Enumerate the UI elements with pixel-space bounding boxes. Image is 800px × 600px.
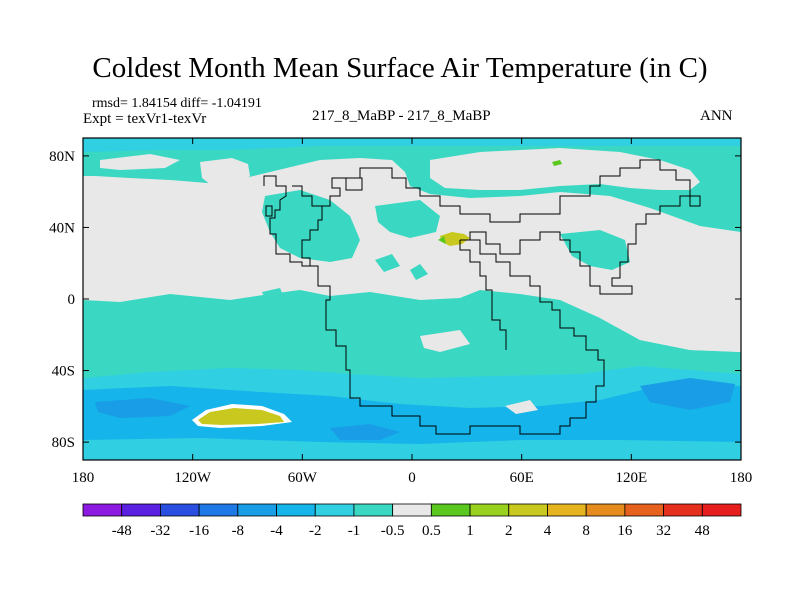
colorbar-label: -8 [232,523,245,539]
colorbar-label: 0.5 [422,523,441,539]
field-asia-hot-spot [440,232,470,246]
colorbar-label: -1 [348,523,361,539]
field-antarctic-warm-core [198,408,284,425]
colorbar-swatch [160,503,200,517]
colorbar-label: -4 [270,523,283,539]
field-siberia-light [430,148,700,190]
coastline-island-small [689,195,701,207]
x-tick-label: 60E [510,470,534,486]
colorbar-swatch [430,503,471,517]
colorbar-label: 1 [466,523,474,539]
x-tick-label: 180 [730,470,753,486]
colorbar-label: 48 [695,523,710,539]
colorbar-label: 2 [505,523,513,539]
field-antarctic-band [83,438,741,460]
field-patch [410,264,428,280]
colorbar-label: -0.5 [381,523,405,539]
colorbar-swatch [276,503,316,517]
colorbar-swatch [121,503,161,517]
colorbar-swatch [314,503,355,517]
x-tick-label: 0 [408,470,416,486]
colorbar-swatch [392,503,432,517]
field-arctic-canada-light [100,154,180,170]
x-tick-label: 120W [174,470,212,486]
field-siberia-green-spot [552,160,562,166]
colorbar-label: 16 [617,523,633,539]
y-tick-label: 80N [49,149,75,165]
colorbar-swatch [353,503,394,517]
colorbar-swatch [508,503,548,517]
y-tick-label: 0 [68,292,76,308]
chart-title: Coldest Month Mean Surface Air Temperatu… [92,52,708,84]
field-india-region [560,230,630,270]
colorbar-swatch [624,503,664,517]
colorbar-label: -48 [112,523,132,539]
colorbar: -48 -32 -16 -8 -4 -2 -1 -0.5 0.5 1 2 4 8 16 32 48 [82,503,742,539]
x-tick-label: 120E [615,470,647,486]
y-tick-label: 40S [52,364,75,380]
case-label: 217_8_MaBP - 217_8_MaBP [312,108,491,124]
field-asia-hot-spot-rim [438,236,446,244]
colorbar-swatch [198,503,239,517]
field-southern-darkblue-3 [330,424,400,440]
x-tick-label: 60W [288,470,318,486]
field-greenland-ice [200,158,250,188]
colorbar-label: -32 [150,523,170,539]
colorbar-swatch [469,503,510,517]
colorbar-swatch [237,503,277,517]
field-arctic-north-lightblue [83,138,741,152]
colorbar-label: 4 [544,523,552,539]
x-tick-label: 180 [72,470,95,486]
field-southern-darkblue-2 [640,378,735,410]
coastline-eurasia [322,159,691,295]
colorbar-label: -2 [309,523,322,539]
field-light-hole [420,330,470,352]
colorbar-swatch [701,503,742,517]
colorbar-swatch [82,503,123,517]
season-label: ANN [700,108,733,124]
colorbar-swatch [663,503,703,517]
field-light-hole [505,400,538,414]
field-patch [375,254,400,272]
field-southern-darkblue-1 [95,398,190,418]
coastline-island-small [265,205,273,217]
field-nile-mediterranean [375,200,440,238]
field-northatlantic-region [262,190,360,262]
colorbar-swatch [585,503,626,517]
y-tick-label: 80S [52,435,75,451]
stats-label: rmsd= 1.84154 diff= -1.04191 [92,96,262,111]
field-light-hole [600,318,741,352]
coastline-island-small [345,177,363,191]
coastline-south-america [310,239,605,435]
colorbar-swatch [547,503,587,517]
colorbar-label: -16 [189,523,209,539]
colorbar-label: 8 [582,523,590,539]
coastline-north-america [263,175,323,267]
axis-ticks: 180 120W 60W 0 60E 120E 180 80N 40N 0 40S 80S [49,138,752,486]
coastline-africa-east [459,240,507,350]
colorbar-label: 32 [656,523,671,539]
experiment-label: Expt = texVr1-texVr [83,111,207,127]
y-tick-label: 40N [49,220,75,236]
